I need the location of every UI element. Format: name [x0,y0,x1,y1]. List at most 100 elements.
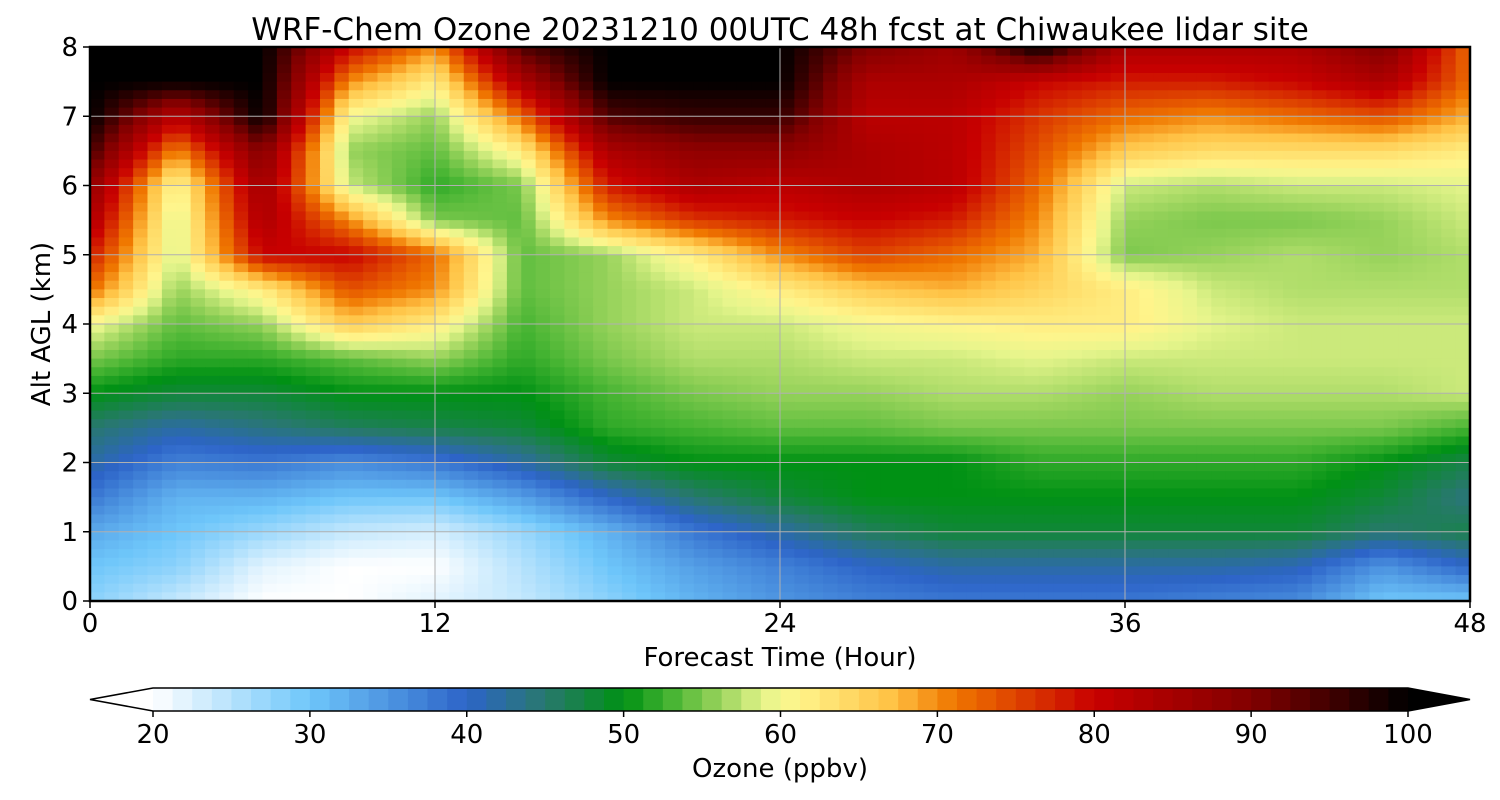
heatmap-cell [564,427,580,438]
heatmap-cell [808,228,824,239]
heatmap-cell [535,142,551,152]
heatmap-cell [722,64,738,74]
heatmap-cell [1211,358,1227,368]
heatmap-cell [118,436,134,446]
heatmap-cell [722,375,738,386]
heatmap-cell [794,349,810,360]
heatmap-cell [1326,410,1342,420]
heatmap-cell [406,315,422,325]
heatmap-cell [578,462,594,472]
heatmap-cell [1383,298,1399,308]
heatmap-cell [895,410,910,420]
heatmap-cell [521,479,537,490]
heatmap-cell [205,436,220,446]
heatmap-cell [1455,98,1470,109]
heatmap-cell [679,479,695,490]
heatmap-cell [1211,185,1227,195]
heatmap-cell [176,315,192,325]
heatmap-cell [1038,401,1054,412]
heatmap-cell [607,471,623,481]
heatmap-cell [1283,384,1299,394]
heatmap-cell [1182,462,1198,472]
heatmap-cell [233,124,249,135]
heatmap-cell [1383,116,1399,126]
heatmap-cell [981,488,997,498]
heatmap-cell [1240,453,1255,464]
heatmap-cell [320,375,335,386]
heatmap-cell [780,453,795,464]
heatmap-cell [1153,159,1169,169]
heatmap-cell [722,228,738,239]
heatmap-cell [176,324,192,334]
heatmap-cell [291,410,307,420]
heatmap-cell [981,142,997,152]
heatmap-cell [995,324,1011,334]
heatmap-cell [1053,436,1069,446]
heatmap-cell [190,427,206,438]
heatmap-cell [1369,159,1385,169]
heatmap-cell [578,263,594,273]
heatmap-cell [233,315,249,325]
heatmap-cell [736,228,752,239]
heatmap-cell [161,168,177,178]
heatmap-cell [909,384,925,394]
heatmap-cell [693,298,709,308]
heatmap-cell [966,168,982,178]
heatmap-cell [679,124,695,135]
heatmap-cell [966,228,982,239]
heatmap-cell [406,280,422,290]
heatmap-cell [780,72,795,83]
heatmap-cell [1081,427,1097,438]
heatmap-cell [1240,81,1255,91]
heatmap-cell [1125,306,1140,316]
heatmap-cell [161,55,177,65]
heatmap-cell [550,315,565,325]
heatmap-cell [636,116,652,126]
heatmap-cell [1268,124,1284,135]
heatmap-cell [90,298,105,308]
heatmap-cell [1096,228,1112,239]
heatmap-cell [161,159,177,169]
heatmap-cell [1096,194,1112,204]
heatmap-cell [751,55,767,65]
heatmap-cell [1326,202,1342,213]
heatmap-cell [564,306,580,316]
heatmap-cell [147,107,163,117]
heatmap-cell [248,194,264,204]
heatmap-cell [1196,358,1212,368]
heatmap-cell [276,81,292,91]
heatmap-cell [1311,133,1327,143]
heatmap-cell [1125,263,1140,273]
heatmap-cell [305,445,321,455]
heatmap-cell [478,341,494,351]
heatmap-cell [880,332,896,342]
heatmap-cell [765,254,781,265]
heatmap-cell [291,55,307,65]
heatmap-cell [1053,401,1069,412]
heatmap-cell [1010,64,1025,74]
heatmap-cell [1225,393,1241,403]
heatmap-cell [895,427,910,438]
heatmap-cell [1139,90,1155,100]
heatmap-cell [1153,202,1169,213]
heatmap-cell [621,211,637,221]
heatmap-cell [1441,471,1457,481]
heatmap-cell [751,419,767,429]
heatmap-cell [1455,107,1470,117]
heatmap-cell [952,176,968,187]
heatmap-cell [722,90,738,100]
heatmap-cell [449,142,465,152]
heatmap-cell [104,202,120,213]
heatmap-cell [1139,375,1155,386]
heatmap-cell [420,98,436,109]
heatmap-cell [1340,64,1356,74]
heatmap-cell [291,47,307,57]
heatmap-cell [981,436,997,446]
heatmap-cell [1038,427,1054,438]
heatmap-cell [1211,81,1227,91]
heatmap-cell [1125,142,1140,152]
heatmap-cell [1297,280,1313,290]
heatmap-cell [1125,488,1140,498]
heatmap-cell [320,168,335,178]
heatmap-cell [478,116,494,126]
